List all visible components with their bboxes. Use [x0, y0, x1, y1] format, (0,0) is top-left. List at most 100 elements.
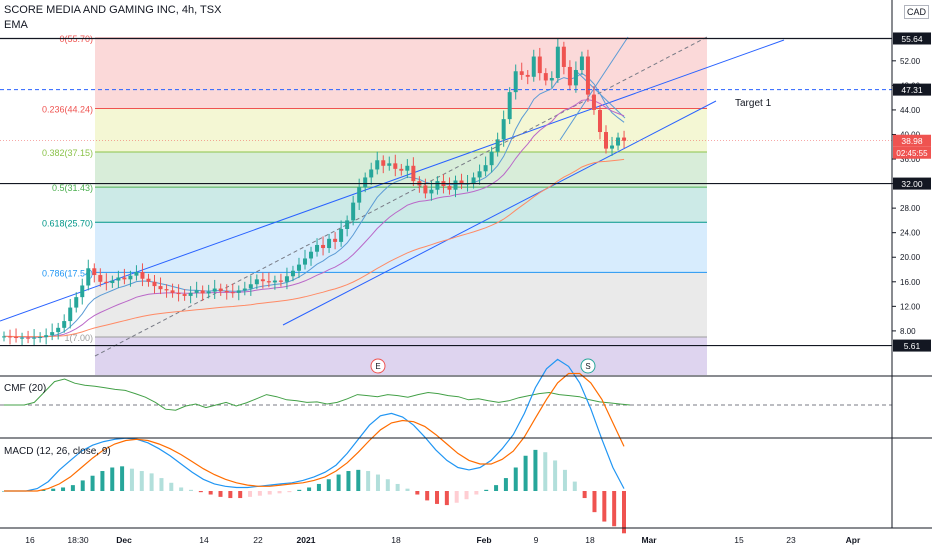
candle-body [104, 281, 109, 284]
candle-body [519, 71, 524, 75]
fib-zone [95, 38, 707, 109]
candle-body [44, 335, 49, 338]
macd-histogram-bar [572, 481, 577, 491]
macd-histogram-bar [218, 491, 223, 497]
candle-body [399, 168, 404, 171]
macd-histogram-bar [326, 479, 331, 491]
candle-body [435, 181, 440, 190]
candle-body [339, 229, 344, 242]
candle-body [405, 165, 410, 171]
candle-body [98, 275, 103, 282]
candle-body [573, 70, 578, 86]
countdown-box [893, 146, 931, 159]
candle-body [260, 279, 265, 282]
candle-body [597, 109, 602, 133]
event-marker [370, 358, 386, 374]
candle-body [411, 165, 416, 182]
x-tick-label: 2021 [297, 535, 316, 545]
x-tick-label: Apr [846, 535, 861, 545]
macd-histogram-bar [602, 491, 607, 522]
candle-body [543, 73, 548, 81]
candle-body [622, 137, 627, 141]
x-tick-label: 9 [534, 535, 539, 545]
macd-histogram-bar [415, 491, 420, 495]
price-label: 55.64 [901, 34, 923, 44]
trendline [282, 100, 717, 326]
macd-histogram-bar [484, 489, 489, 491]
x-tick-label: 14 [199, 535, 209, 545]
cmf-legend[interactable]: CMF (20) [4, 383, 47, 394]
candle-body [248, 284, 253, 289]
candle-body [345, 220, 350, 230]
candle-body [194, 290, 199, 293]
macd-histogram-bar [553, 460, 558, 491]
macd-histogram-bar [474, 491, 479, 495]
macd-histogram-bar [100, 471, 105, 491]
candle-body [254, 279, 259, 285]
candle-body [50, 332, 55, 336]
macd-histogram-bar [41, 489, 46, 491]
candle-body [92, 268, 97, 276]
price-label-box [893, 83, 931, 96]
macd-histogram-bar [622, 491, 626, 534]
macd-histogram-bar [523, 455, 528, 491]
candle-body [134, 271, 139, 276]
macd-histogram-bar [188, 489, 193, 491]
macd-histogram-bar [425, 491, 430, 501]
candle-body [122, 277, 127, 280]
candle-body [585, 56, 590, 95]
candle-body [610, 145, 615, 149]
candle-body [158, 286, 163, 290]
candle-body [266, 281, 271, 283]
macd-histogram-bar [257, 491, 262, 496]
candle-body [284, 276, 289, 282]
time-axis[interactable]: 16 18:30 Dec 14 22 2021 18 Feb 9 18 Mar 15 23 Apr [25, 535, 861, 545]
macd-histogram-bar [198, 491, 203, 493]
fib-trend-line [94, 36, 708, 357]
macd-histogram-bar [208, 491, 213, 495]
x-tick-label: Mar [641, 535, 657, 545]
price-label: 5.61 [904, 341, 921, 351]
candle-body [477, 171, 482, 178]
candle-body [26, 337, 31, 339]
candle-body [212, 288, 217, 292]
fib-retracement[interactable]: 0(55.70) 0.236(44.24) 0.382(37.15) 0.5(31.4… [42, 34, 707, 375]
macd-histogram-bar [80, 480, 85, 491]
macd-histogram-bar [385, 479, 390, 491]
macd-histogram-bar [248, 491, 253, 497]
symbol-title: SCORE MEDIA AND GAMING INC, 4h, TSX [4, 4, 222, 16]
candle-body [381, 160, 386, 166]
horizontal-lines[interactable] [0, 37, 892, 347]
candle-body [206, 291, 211, 294]
candle-body [38, 337, 43, 339]
macd-histogram-bar [120, 466, 125, 491]
candle-body [68, 307, 73, 322]
macd-histogram-bar [238, 491, 243, 499]
candle-body [363, 177, 368, 188]
candle-body [513, 71, 518, 93]
candle-body [507, 92, 512, 120]
candle-body [561, 46, 566, 67]
candle-body [315, 244, 320, 252]
candle-body [423, 185, 428, 194]
macd-histogram-bar [139, 471, 144, 491]
x-tick-label: Feb [476, 535, 491, 545]
macd-histogram-bar [61, 487, 66, 491]
macd-histogram-bar [494, 485, 499, 491]
macd-legend[interactable]: MACD (12, 26, close, 9) [4, 446, 111, 457]
candle-body [188, 292, 193, 296]
price-label-box [893, 134, 931, 147]
currency-badge[interactable]: CAD [904, 5, 930, 19]
macd-histogram-bar [592, 491, 597, 513]
candle-body [14, 337, 19, 339]
macd-histogram-bar [159, 478, 164, 491]
candle-body [176, 292, 181, 295]
macd-histogram-bar [169, 482, 174, 491]
candle-body [272, 280, 277, 283]
fib-zone [95, 222, 707, 273]
ema-legend[interactable]: EMA [4, 19, 28, 31]
y-tick-label: 12.00 [900, 302, 921, 311]
